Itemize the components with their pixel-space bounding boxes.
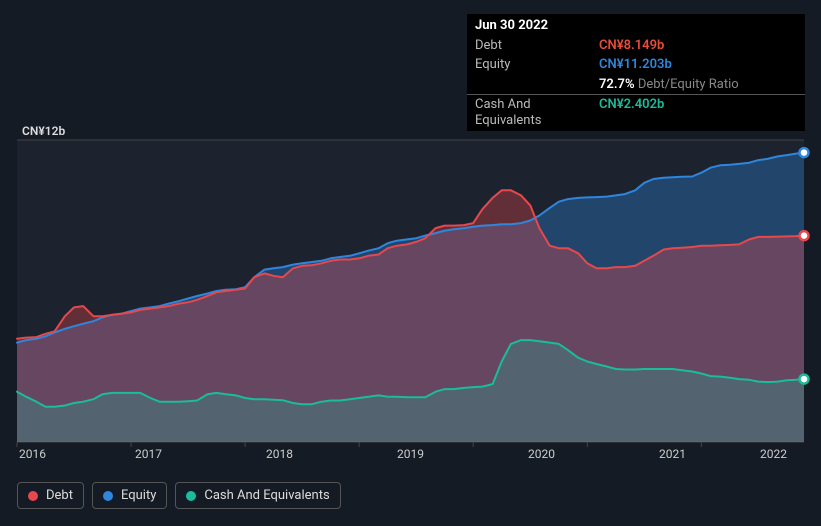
tooltip-row-debt: Debt CN¥8.149b xyxy=(467,36,805,56)
ratio-suffix: Debt/Equity Ratio xyxy=(638,77,739,92)
legend-item-debt[interactable]: Debt xyxy=(17,482,84,509)
legend-item-cash[interactable]: Cash And Equivalents xyxy=(175,482,340,509)
legend-dot-icon xyxy=(186,491,196,501)
tooltip-value: 72.7% Debt/Equity Ratio xyxy=(599,77,797,93)
tooltip-row-cash: Cash And Equivalents CN¥2.402b xyxy=(467,94,805,130)
tooltip-value: CN¥11.203b xyxy=(599,57,797,73)
x-tick-label: 2020 xyxy=(528,447,555,461)
legend-label: Cash And Equivalents xyxy=(204,488,329,503)
tooltip-label: Equity xyxy=(475,57,599,73)
x-tick-label: 2022 xyxy=(760,447,787,461)
tooltip-label xyxy=(475,77,599,93)
tooltip-label: Cash And Equivalents xyxy=(475,97,599,128)
x-tick-label: 2019 xyxy=(397,447,424,461)
chart-tooltip: Jun 30 2022 Debt CN¥8.149b Equity CN¥11.… xyxy=(467,14,805,131)
tooltip-label: Debt xyxy=(475,38,599,54)
tooltip-value: CN¥8.149b xyxy=(599,38,797,54)
legend-label: Debt xyxy=(46,488,73,503)
ratio-value: 72.7% xyxy=(599,77,635,92)
legend-item-equity[interactable]: Equity xyxy=(92,482,167,509)
x-tick-label: 2021 xyxy=(659,447,686,461)
x-tick-label: 2017 xyxy=(135,447,162,461)
tooltip-row-ratio: 72.7% Debt/Equity Ratio xyxy=(467,75,805,95)
tooltip-value: CN¥2.402b xyxy=(599,97,797,128)
tooltip-date: Jun 30 2022 xyxy=(467,14,805,36)
x-tick-label: 2018 xyxy=(266,447,293,461)
tooltip-row-equity: Equity CN¥11.203b xyxy=(467,55,805,75)
chart-legend: Debt Equity Cash And Equivalents xyxy=(17,482,341,509)
x-tick-label: 2016 xyxy=(19,447,46,461)
legend-dot-icon xyxy=(103,491,113,501)
chart-container: Jun 30 2022 Debt CN¥8.149b Equity CN¥11.… xyxy=(0,0,821,526)
x-axis-labels: 2016 2017 2018 2019 2020 2021 2022 xyxy=(17,447,804,461)
legend-label: Equity xyxy=(121,488,156,503)
legend-dot-icon xyxy=(28,491,38,501)
